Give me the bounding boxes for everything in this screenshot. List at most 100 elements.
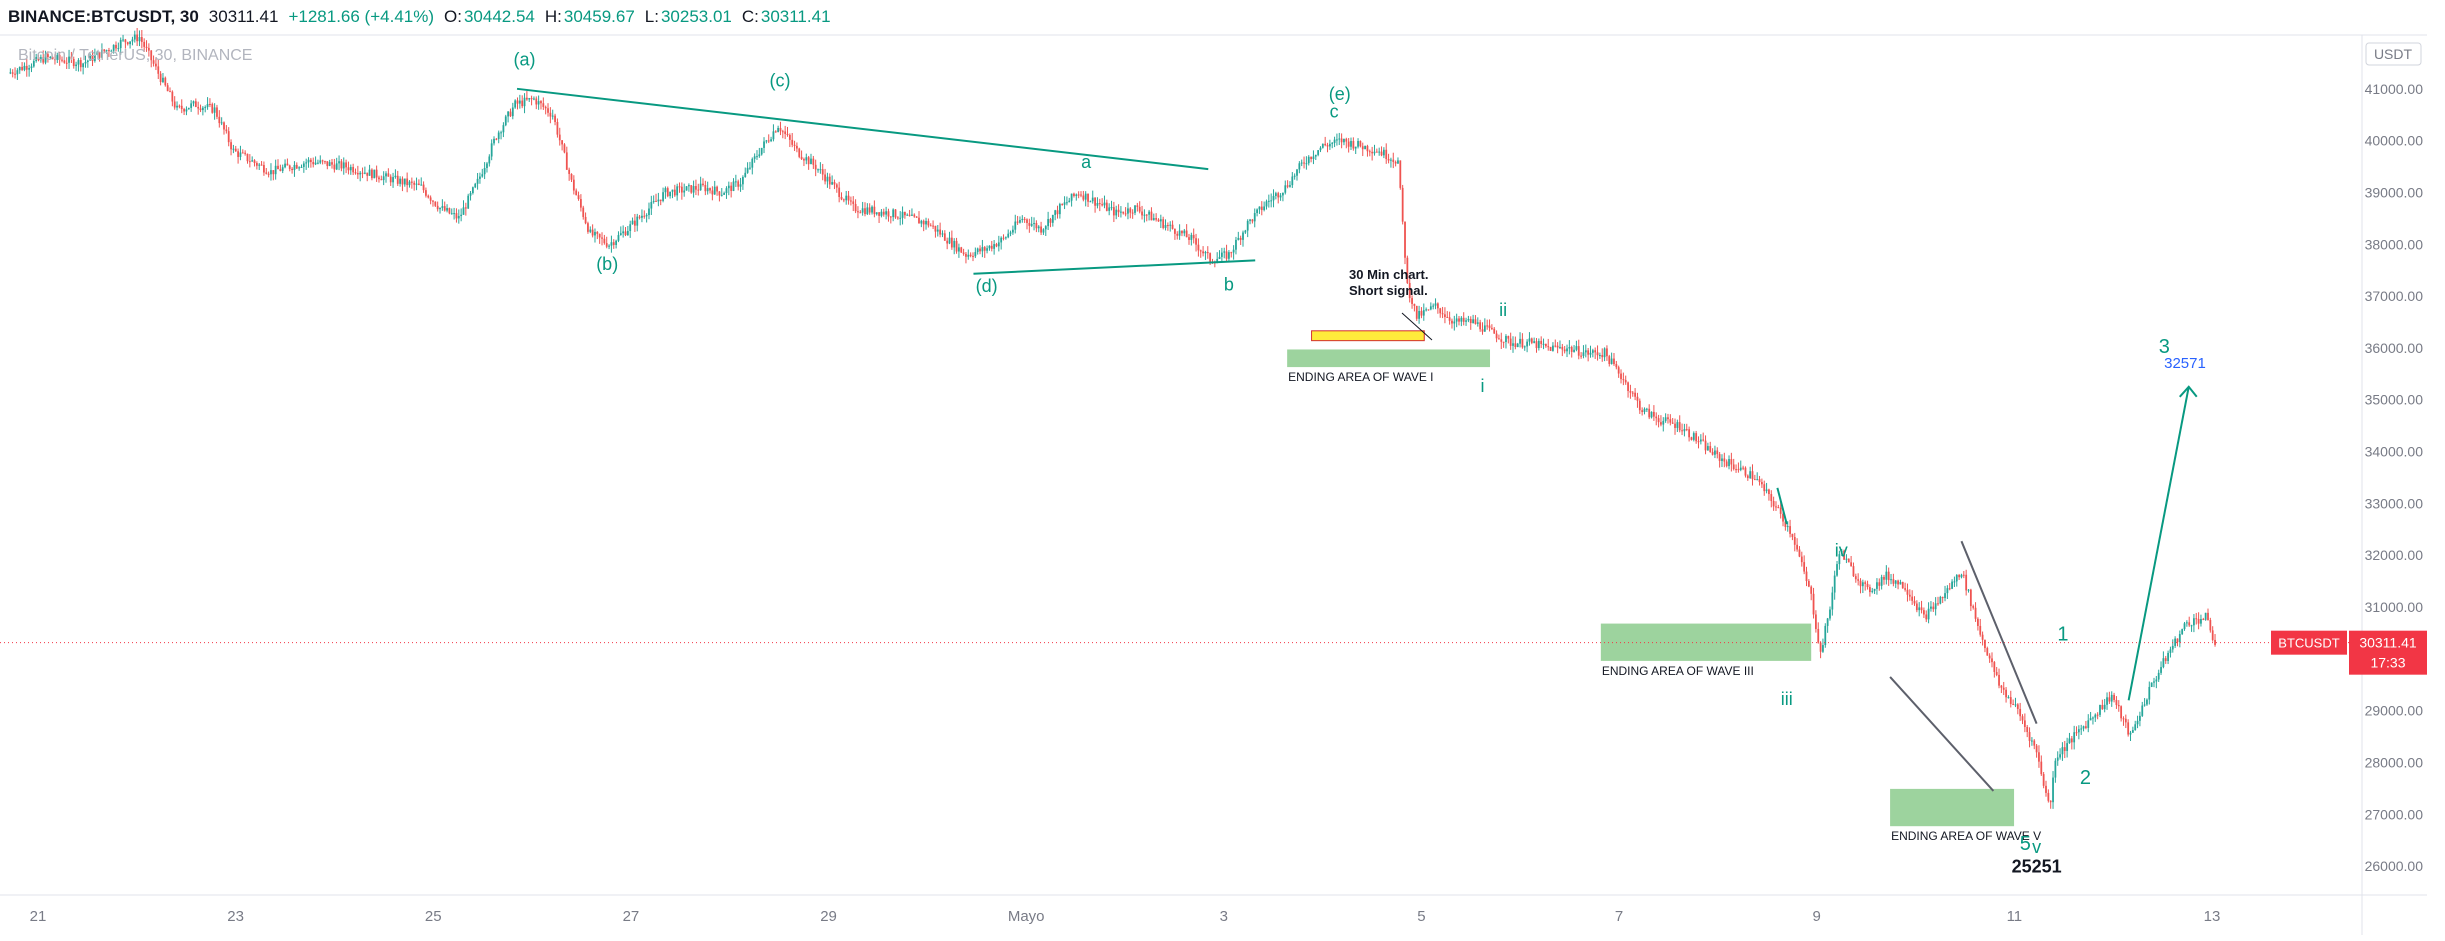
candle (143, 38, 146, 52)
candle-body (2167, 652, 2169, 661)
candle-body (1549, 346, 1552, 351)
candle-body (408, 181, 411, 186)
close-value: 30311.41 (760, 7, 831, 26)
candle-body (1293, 175, 1296, 177)
candle (1521, 333, 1524, 349)
candle (556, 118, 559, 138)
candle-body (1352, 140, 1355, 149)
candle (873, 200, 876, 218)
currency-badge[interactable]: USDT (2365, 42, 2422, 66)
candle (1220, 247, 1223, 263)
candle-body (2068, 738, 2071, 744)
candle-body (429, 197, 432, 201)
candle-body (1171, 224, 1174, 229)
candle (1709, 441, 1712, 453)
candle (953, 238, 956, 255)
candle (1587, 347, 1590, 362)
candle (1988, 653, 1991, 663)
candle (2169, 646, 2172, 658)
candle-body (1946, 588, 1949, 594)
candle-body (1225, 251, 1228, 259)
candle-body (124, 39, 127, 43)
candle (1566, 344, 1568, 358)
candle (2087, 714, 2090, 733)
candle-body (1096, 203, 1099, 206)
candle-body (324, 161, 326, 163)
candle (1807, 579, 1810, 588)
price-tick-label: 36000.00 (2365, 340, 2424, 356)
candle-body (446, 208, 448, 211)
candle (1415, 305, 1418, 321)
candle (288, 164, 291, 172)
candle (955, 237, 958, 254)
candle (969, 252, 972, 258)
candle-body (415, 183, 418, 185)
candle (185, 106, 188, 116)
wave-label: a (1081, 152, 1092, 172)
candle (1962, 571, 1965, 579)
candle (1582, 345, 1585, 359)
candle-body (298, 167, 301, 169)
price-axis[interactable]: 26000.0027000.0028000.0029000.0030000.00… (2365, 81, 2424, 874)
candle-body (866, 207, 869, 215)
candle-body (716, 186, 718, 192)
candle (190, 100, 193, 112)
candle (889, 216, 892, 224)
candle-body (763, 141, 765, 148)
candle-body (889, 216, 892, 218)
candle-body (1568, 347, 1571, 349)
symbol-name[interactable]: BINANCE:BTCUSDT, 30 (8, 7, 199, 26)
candle (1927, 602, 1930, 624)
candle-body (481, 174, 484, 177)
candle-body (725, 188, 728, 194)
candle (1554, 339, 1557, 348)
candle-body (521, 100, 524, 107)
candle-body (1479, 322, 1482, 330)
candle (1204, 250, 1207, 260)
candle (1176, 231, 1179, 240)
candle-body (1512, 343, 1514, 346)
time-axis[interactable]: 21 23 25 27 29 Mayo 3 5 7 9 11 13 (30, 908, 2221, 925)
candle (86, 59, 89, 68)
candle (122, 34, 124, 42)
close-label: C: (741, 7, 759, 26)
candle (1925, 610, 1928, 623)
candle (1197, 238, 1200, 257)
candle-body (1033, 223, 1035, 225)
candle (1235, 236, 1237, 255)
candle (1044, 225, 1047, 237)
candle-body (986, 248, 988, 251)
candle-body (1974, 607, 1977, 619)
candle (2099, 704, 2101, 718)
candle-body (288, 165, 291, 169)
candle (1228, 250, 1230, 262)
candle (1460, 316, 1463, 327)
candle (2045, 780, 2047, 797)
candle (1300, 159, 1303, 167)
price-tick-label: 37000.00 (2365, 288, 2424, 304)
time-tick-label: 21 (30, 908, 47, 925)
candle (2113, 692, 2115, 703)
candle-body (1552, 345, 1554, 351)
candle-body (544, 106, 547, 109)
candle-body (913, 214, 916, 217)
candle-body (2190, 625, 2193, 627)
candle-body (507, 111, 510, 117)
candle (1730, 452, 1733, 472)
candle-body (744, 172, 747, 177)
candle (850, 196, 852, 206)
candle (366, 172, 369, 182)
candle-body (1854, 576, 1857, 580)
candle (1563, 345, 1566, 354)
candle (824, 168, 826, 185)
price-change: +1281.66 (+4.41%) (288, 7, 435, 26)
candle (521, 95, 524, 109)
candle-body (1068, 200, 1071, 203)
candle-body (1676, 422, 1679, 428)
price-tag-value: 30311.41 (2359, 635, 2417, 651)
candle (30, 63, 33, 73)
candle-body (965, 253, 967, 257)
candle (2023, 713, 2026, 733)
candle (2120, 705, 2123, 722)
